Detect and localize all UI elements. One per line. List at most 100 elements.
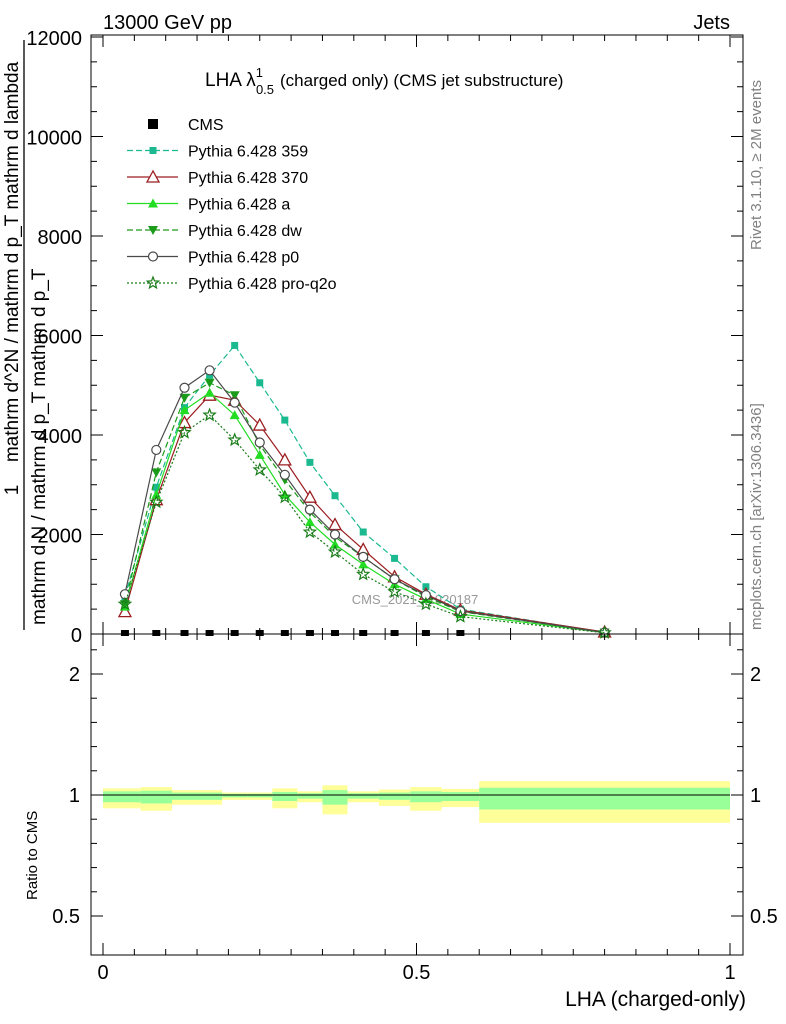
- cms-data-point: [280, 630, 289, 636]
- data-point: [204, 365, 215, 376]
- rivet-version: Rivet 3.1.10, ≥ 2M events: [748, 80, 765, 250]
- series-line: [124, 394, 605, 633]
- header-energy: 13000 GeV pp: [103, 12, 232, 34]
- main-y-tick-labels: 0 2000 4000 6000 8000 10000 12000: [26, 28, 82, 647]
- data-point: [231, 341, 239, 349]
- ratio-inner-band: [322, 790, 348, 805]
- cms-data-point: [120, 630, 129, 636]
- data-point: [177, 424, 192, 439]
- y-tick-label: 12000: [26, 28, 82, 50]
- data-point: [204, 387, 215, 397]
- data-point: [227, 432, 242, 447]
- ratio-tick-labels: 0.5 0.5 1 1 2 2: [52, 664, 778, 928]
- cms-data-point: [305, 630, 314, 636]
- data-point: [151, 444, 162, 456]
- data-point: [254, 449, 265, 459]
- data-point: [304, 504, 316, 515]
- data-point: [279, 489, 290, 499]
- x-axis-label: LHA (charged-only): [565, 988, 746, 1011]
- legend-entry: Pythia 6.428 dw: [127, 223, 302, 240]
- data-point: [359, 528, 367, 536]
- data-point: [279, 469, 290, 480]
- ratio-inner-band: [297, 793, 323, 799]
- ratio-inner-band: [140, 790, 172, 804]
- main-axis-ticks: [91, 35, 743, 635]
- data-point: [117, 596, 133, 611]
- ratio-ylabel: Ratio to CMS: [24, 811, 41, 900]
- series-line: [124, 369, 605, 634]
- data-point: [252, 417, 267, 431]
- ratio-inner-band: [171, 792, 198, 800]
- data-point: [229, 410, 240, 420]
- ratio-inner-band: [441, 791, 480, 802]
- x-tick-label: 0: [97, 962, 108, 984]
- legend-label: Pythia 6.428 370: [188, 170, 308, 187]
- cms-data-point: [390, 630, 399, 636]
- data-point: [302, 489, 318, 503]
- data-point: [387, 584, 402, 598]
- legend-marker: [147, 251, 159, 262]
- data-point: [117, 604, 133, 618]
- y-tick-label: 4000: [38, 426, 83, 448]
- y-tick-label: 6000: [38, 327, 83, 349]
- y-tick-label: 0: [71, 625, 82, 647]
- legend: CMS Pythia 6.428 359 Pythia 6.428 370 Pythi…: [127, 117, 337, 293]
- title-rest: (charged only) (CMS jet substructure): [280, 71, 563, 90]
- title-main: LHA λ: [205, 70, 256, 91]
- data-point: [306, 458, 314, 466]
- data-point: [229, 391, 240, 401]
- ratio-bands: [103, 781, 730, 823]
- legend-label: CMS: [188, 117, 224, 134]
- data-point: [252, 462, 268, 477]
- ratio-inner-band: [347, 793, 379, 799]
- ratio-y-tick-label-right: 1: [750, 785, 761, 807]
- data-point: [331, 492, 339, 500]
- legend-label: Pythia 6.428 dw: [188, 223, 302, 240]
- main-ylabel: 1 mathrm d N / mathrm d p_T mathrm d p_T…: [2, 40, 50, 630]
- cms-data-point: [230, 630, 239, 636]
- data-point: [358, 559, 369, 569]
- series-line: [124, 414, 605, 634]
- data-point: [229, 397, 240, 408]
- series-cms: [120, 630, 465, 636]
- y-tick-label: 2000: [38, 526, 83, 548]
- cms-data-point: [205, 630, 214, 636]
- legend-label: Pythia 6.428 pro-q2o: [188, 276, 337, 293]
- legend-entry: Pythia 6.428 370: [127, 169, 308, 187]
- y-tick-label: 10000: [26, 128, 82, 150]
- series-layer: [117, 341, 612, 639]
- ylabel-numerator: 1: [2, 485, 23, 496]
- plot-title: LHA λ1 0.5 (charged only) (CMS jet substru…: [205, 65, 563, 97]
- ratio-y-tick-label-right: 0.5: [750, 906, 778, 928]
- legend-marker: [145, 275, 161, 290]
- cms-data-point: [359, 630, 368, 636]
- data-point: [277, 489, 293, 504]
- data-point: [355, 566, 371, 581]
- title-sub: 0.5: [256, 82, 274, 97]
- data-point: [179, 405, 190, 415]
- series-line: [124, 382, 605, 634]
- data-point: [179, 393, 190, 403]
- legend-entry: Pythia 6.428 359: [127, 144, 308, 161]
- data-point: [179, 382, 190, 393]
- ratio-y-tick-label: 0.5: [52, 906, 80, 928]
- legend-label: Pythia 6.428 p0: [188, 250, 299, 267]
- ratio-inner-band: [378, 792, 411, 800]
- cms-data-point: [255, 630, 264, 636]
- ratio-inner-band: [247, 793, 273, 798]
- series-line: [124, 344, 605, 634]
- data-point: [149, 494, 164, 509]
- data-point: [302, 524, 318, 539]
- y-tick-label: 8000: [38, 227, 83, 249]
- legend-marker: [148, 119, 158, 129]
- ratio-inner-band: [197, 792, 223, 800]
- data-point: [204, 378, 215, 388]
- ratio-axis-ticks: [91, 634, 743, 955]
- x-tick-labels: 0 0.5 1: [97, 962, 735, 984]
- ratio-inner-band: [103, 791, 141, 803]
- legend-label: Pythia 6.428 359: [188, 144, 308, 161]
- legend-marker: [148, 226, 158, 235]
- data-point: [277, 452, 292, 466]
- legend-marker: [145, 169, 161, 183]
- title-sup: 1: [256, 65, 263, 80]
